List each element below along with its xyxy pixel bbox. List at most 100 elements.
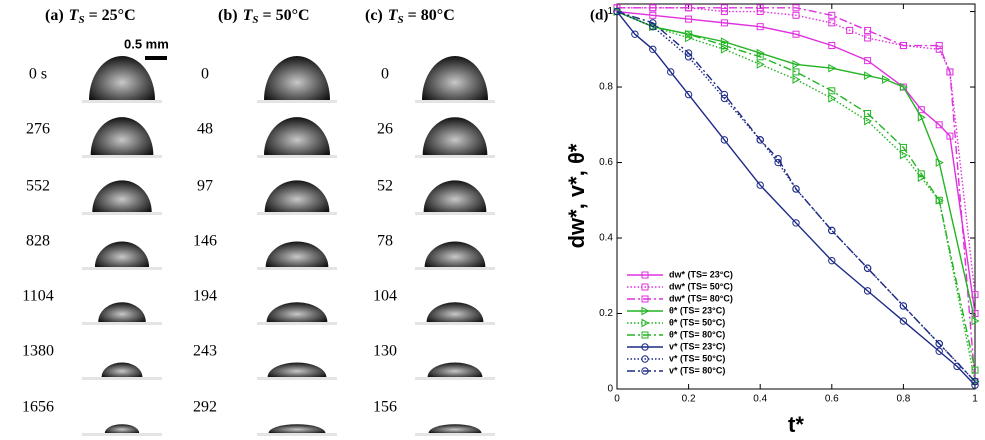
droplet bbox=[422, 117, 488, 155]
legend-marker bbox=[641, 295, 649, 303]
substrate bbox=[82, 155, 162, 158]
time-label: 26 bbox=[377, 121, 393, 138]
marker bbox=[946, 68, 954, 76]
marker bbox=[720, 42, 728, 50]
panel-title-condition: = 50°C bbox=[262, 7, 309, 24]
y-tick-label: 0.8 bbox=[599, 82, 613, 93]
marker bbox=[756, 8, 764, 16]
x-tick-label: 0.6 bbox=[825, 394, 839, 405]
marker bbox=[792, 185, 800, 193]
substrate bbox=[82, 267, 162, 270]
x-tick-label: 0.4 bbox=[753, 394, 767, 405]
droplet bbox=[104, 424, 140, 433]
series-line bbox=[617, 7, 976, 382]
marker bbox=[685, 15, 693, 23]
time-label: 0 bbox=[201, 66, 209, 83]
scale-bar-label: 0.5 mm bbox=[124, 36, 169, 51]
panel-title-subscript: S bbox=[252, 14, 258, 26]
marker bbox=[756, 181, 764, 189]
marker bbox=[720, 37, 729, 47]
droplet bbox=[423, 180, 487, 212]
marker bbox=[828, 11, 836, 19]
panel-title-subscript: S bbox=[398, 14, 404, 26]
panel-title-symbol: T bbox=[388, 7, 399, 24]
marker bbox=[685, 4, 693, 12]
series-line bbox=[616, 10, 976, 371]
substrate bbox=[257, 377, 337, 380]
marker bbox=[667, 68, 675, 76]
x-axis-label: t* bbox=[788, 412, 804, 437]
marker bbox=[917, 173, 926, 182]
droplet bbox=[267, 362, 327, 377]
marker bbox=[756, 48, 765, 58]
substrate bbox=[415, 377, 495, 380]
marker bbox=[774, 155, 782, 163]
panel-title: (c) TS = 80°C bbox=[365, 7, 455, 26]
x-tick-label: 0.8 bbox=[896, 394, 910, 405]
marker bbox=[935, 45, 943, 53]
marker bbox=[720, 136, 729, 144]
droplet bbox=[94, 241, 150, 267]
panel-label: (d) bbox=[590, 7, 608, 23]
marker bbox=[917, 112, 926, 122]
droplet bbox=[427, 362, 483, 377]
y-tick-label: 0 bbox=[607, 384, 613, 395]
droplet bbox=[265, 241, 329, 267]
marker bbox=[756, 53, 764, 61]
marker bbox=[792, 60, 801, 69]
series-line bbox=[616, 10, 976, 382]
time-label: 0 s bbox=[29, 66, 47, 83]
marker bbox=[720, 44, 729, 54]
marker bbox=[864, 26, 872, 34]
marker bbox=[828, 19, 836, 27]
substrate bbox=[82, 100, 162, 103]
droplet bbox=[264, 180, 330, 212]
series-line bbox=[616, 10, 976, 382]
droplet bbox=[266, 302, 328, 322]
substrate bbox=[257, 322, 337, 325]
legend-label: v* (TS= 50°C) bbox=[669, 353, 725, 363]
substrate bbox=[415, 100, 495, 103]
droplet bbox=[101, 362, 143, 377]
droplet bbox=[426, 302, 484, 322]
marker bbox=[792, 68, 800, 76]
marker bbox=[864, 71, 873, 81]
time-label: 48 bbox=[197, 121, 213, 138]
marker bbox=[685, 33, 694, 43]
marker bbox=[828, 256, 836, 265]
marker bbox=[864, 57, 872, 65]
panel-title-condition: = 25°C bbox=[89, 7, 136, 24]
marker bbox=[864, 109, 872, 117]
droplet bbox=[92, 180, 152, 212]
marker bbox=[971, 310, 979, 318]
legend-marker bbox=[641, 355, 649, 363]
droplet bbox=[90, 117, 154, 155]
legend-label: v* (TS= 23°C) bbox=[669, 341, 725, 351]
marker bbox=[756, 23, 764, 31]
legend-label: dw* (TS= 23°C) bbox=[669, 269, 733, 279]
marker bbox=[792, 219, 800, 227]
scale-bar: 0.5 mm bbox=[124, 36, 169, 60]
series-line bbox=[616, 10, 976, 314]
legend-label: dw* (TS= 50°C) bbox=[669, 281, 733, 291]
time-label: 0 bbox=[381, 66, 389, 83]
marker bbox=[935, 121, 943, 129]
series-line bbox=[616, 10, 976, 382]
marker bbox=[935, 347, 943, 355]
legend-label: θ* (TS= 23°C) bbox=[669, 305, 725, 315]
time-label: 1656 bbox=[22, 399, 54, 416]
marker bbox=[882, 75, 891, 84]
legend-marker bbox=[641, 367, 649, 375]
marker bbox=[649, 4, 657, 12]
legend-label: θ* (TS= 50°C) bbox=[669, 317, 725, 327]
marker bbox=[649, 19, 657, 27]
legend-label: v* (TS= 80°C) bbox=[669, 365, 725, 375]
marker bbox=[684, 90, 693, 99]
legend-marker bbox=[641, 343, 649, 351]
time-label: 1380 bbox=[22, 343, 54, 360]
marker bbox=[792, 11, 800, 19]
marker bbox=[946, 132, 954, 140]
time-label: 97 bbox=[197, 178, 213, 195]
legend-marker bbox=[641, 318, 650, 328]
